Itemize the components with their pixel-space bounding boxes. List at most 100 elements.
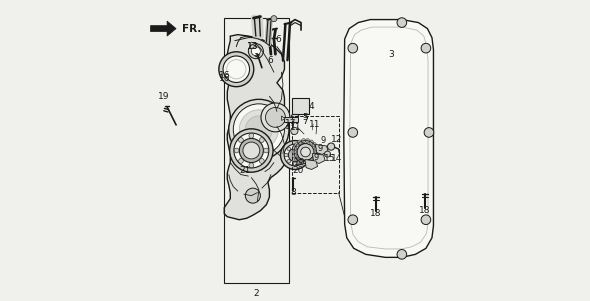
Circle shape bbox=[229, 99, 289, 160]
Circle shape bbox=[249, 133, 254, 138]
Circle shape bbox=[298, 140, 302, 144]
Text: 7: 7 bbox=[303, 117, 309, 126]
Circle shape bbox=[293, 154, 297, 158]
Circle shape bbox=[309, 140, 313, 144]
Text: 19: 19 bbox=[158, 92, 170, 101]
Circle shape bbox=[248, 44, 263, 59]
Circle shape bbox=[251, 47, 260, 56]
Circle shape bbox=[284, 153, 288, 157]
Text: 16: 16 bbox=[218, 71, 230, 80]
Circle shape bbox=[234, 133, 269, 168]
Circle shape bbox=[301, 161, 306, 165]
Text: 5: 5 bbox=[303, 113, 309, 122]
Circle shape bbox=[227, 60, 246, 79]
Circle shape bbox=[240, 138, 263, 163]
Circle shape bbox=[421, 43, 431, 53]
Bar bbox=[224, 18, 289, 283]
Text: 12: 12 bbox=[331, 135, 342, 144]
Text: 17: 17 bbox=[285, 122, 296, 131]
Text: 6: 6 bbox=[276, 35, 281, 44]
Text: 14: 14 bbox=[331, 154, 342, 163]
Circle shape bbox=[293, 162, 297, 166]
Text: 13: 13 bbox=[247, 42, 258, 51]
Text: 6: 6 bbox=[267, 56, 273, 65]
Circle shape bbox=[287, 147, 291, 150]
Text: 3: 3 bbox=[388, 50, 394, 59]
Text: 18: 18 bbox=[370, 209, 381, 218]
Circle shape bbox=[240, 110, 278, 149]
Circle shape bbox=[264, 148, 268, 153]
Circle shape bbox=[301, 147, 310, 157]
Text: FR.: FR. bbox=[182, 23, 202, 34]
Polygon shape bbox=[281, 116, 286, 120]
Text: 9: 9 bbox=[317, 144, 323, 153]
Text: 9: 9 bbox=[314, 153, 319, 162]
Circle shape bbox=[260, 159, 264, 163]
Circle shape bbox=[294, 157, 299, 161]
Circle shape bbox=[271, 16, 277, 22]
Circle shape bbox=[312, 143, 316, 147]
Text: 4: 4 bbox=[309, 102, 314, 111]
Circle shape bbox=[287, 160, 291, 163]
Circle shape bbox=[299, 160, 303, 163]
Polygon shape bbox=[316, 144, 328, 154]
Text: 15: 15 bbox=[323, 154, 335, 163]
Ellipse shape bbox=[291, 114, 299, 117]
Circle shape bbox=[230, 129, 273, 172]
Text: 11: 11 bbox=[309, 120, 320, 129]
Circle shape bbox=[266, 107, 286, 127]
Polygon shape bbox=[305, 160, 317, 169]
Circle shape bbox=[314, 146, 319, 150]
Circle shape bbox=[292, 150, 296, 154]
Circle shape bbox=[312, 157, 316, 161]
Circle shape bbox=[249, 163, 254, 168]
Circle shape bbox=[327, 143, 335, 150]
Text: 21: 21 bbox=[240, 166, 251, 175]
Bar bbox=[292, 116, 339, 193]
Circle shape bbox=[293, 144, 297, 148]
Circle shape bbox=[281, 141, 309, 169]
Circle shape bbox=[245, 188, 260, 203]
Circle shape bbox=[245, 116, 273, 143]
Circle shape bbox=[306, 139, 310, 143]
Circle shape bbox=[315, 150, 319, 154]
Circle shape bbox=[223, 56, 250, 82]
Circle shape bbox=[348, 215, 358, 225]
Circle shape bbox=[424, 128, 434, 137]
Circle shape bbox=[294, 143, 299, 147]
Circle shape bbox=[260, 138, 264, 142]
Circle shape bbox=[297, 144, 314, 160]
Text: 20: 20 bbox=[292, 166, 304, 175]
Circle shape bbox=[289, 148, 301, 162]
Text: 18: 18 bbox=[419, 206, 431, 215]
Text: 16: 16 bbox=[218, 74, 230, 83]
Circle shape bbox=[306, 161, 310, 165]
Circle shape bbox=[298, 160, 302, 164]
Circle shape bbox=[348, 128, 358, 137]
Text: 9: 9 bbox=[321, 136, 326, 145]
Text: 11: 11 bbox=[290, 123, 301, 132]
Circle shape bbox=[301, 139, 306, 143]
Circle shape bbox=[348, 43, 358, 53]
Circle shape bbox=[421, 215, 431, 225]
Circle shape bbox=[397, 250, 407, 259]
Circle shape bbox=[291, 127, 298, 135]
Circle shape bbox=[324, 151, 330, 157]
Circle shape bbox=[234, 148, 239, 153]
Polygon shape bbox=[344, 20, 434, 257]
Polygon shape bbox=[224, 35, 287, 220]
Circle shape bbox=[261, 103, 290, 132]
Circle shape bbox=[397, 18, 407, 27]
Text: 13: 13 bbox=[247, 42, 258, 51]
Circle shape bbox=[233, 104, 284, 155]
Polygon shape bbox=[150, 21, 176, 36]
Text: 2: 2 bbox=[253, 289, 258, 298]
Bar bbox=[292, 98, 309, 114]
Polygon shape bbox=[284, 117, 298, 122]
Circle shape bbox=[238, 138, 243, 142]
Circle shape bbox=[299, 147, 303, 150]
Circle shape bbox=[302, 153, 306, 157]
Circle shape bbox=[314, 154, 319, 158]
Polygon shape bbox=[313, 154, 325, 163]
Circle shape bbox=[219, 52, 254, 87]
